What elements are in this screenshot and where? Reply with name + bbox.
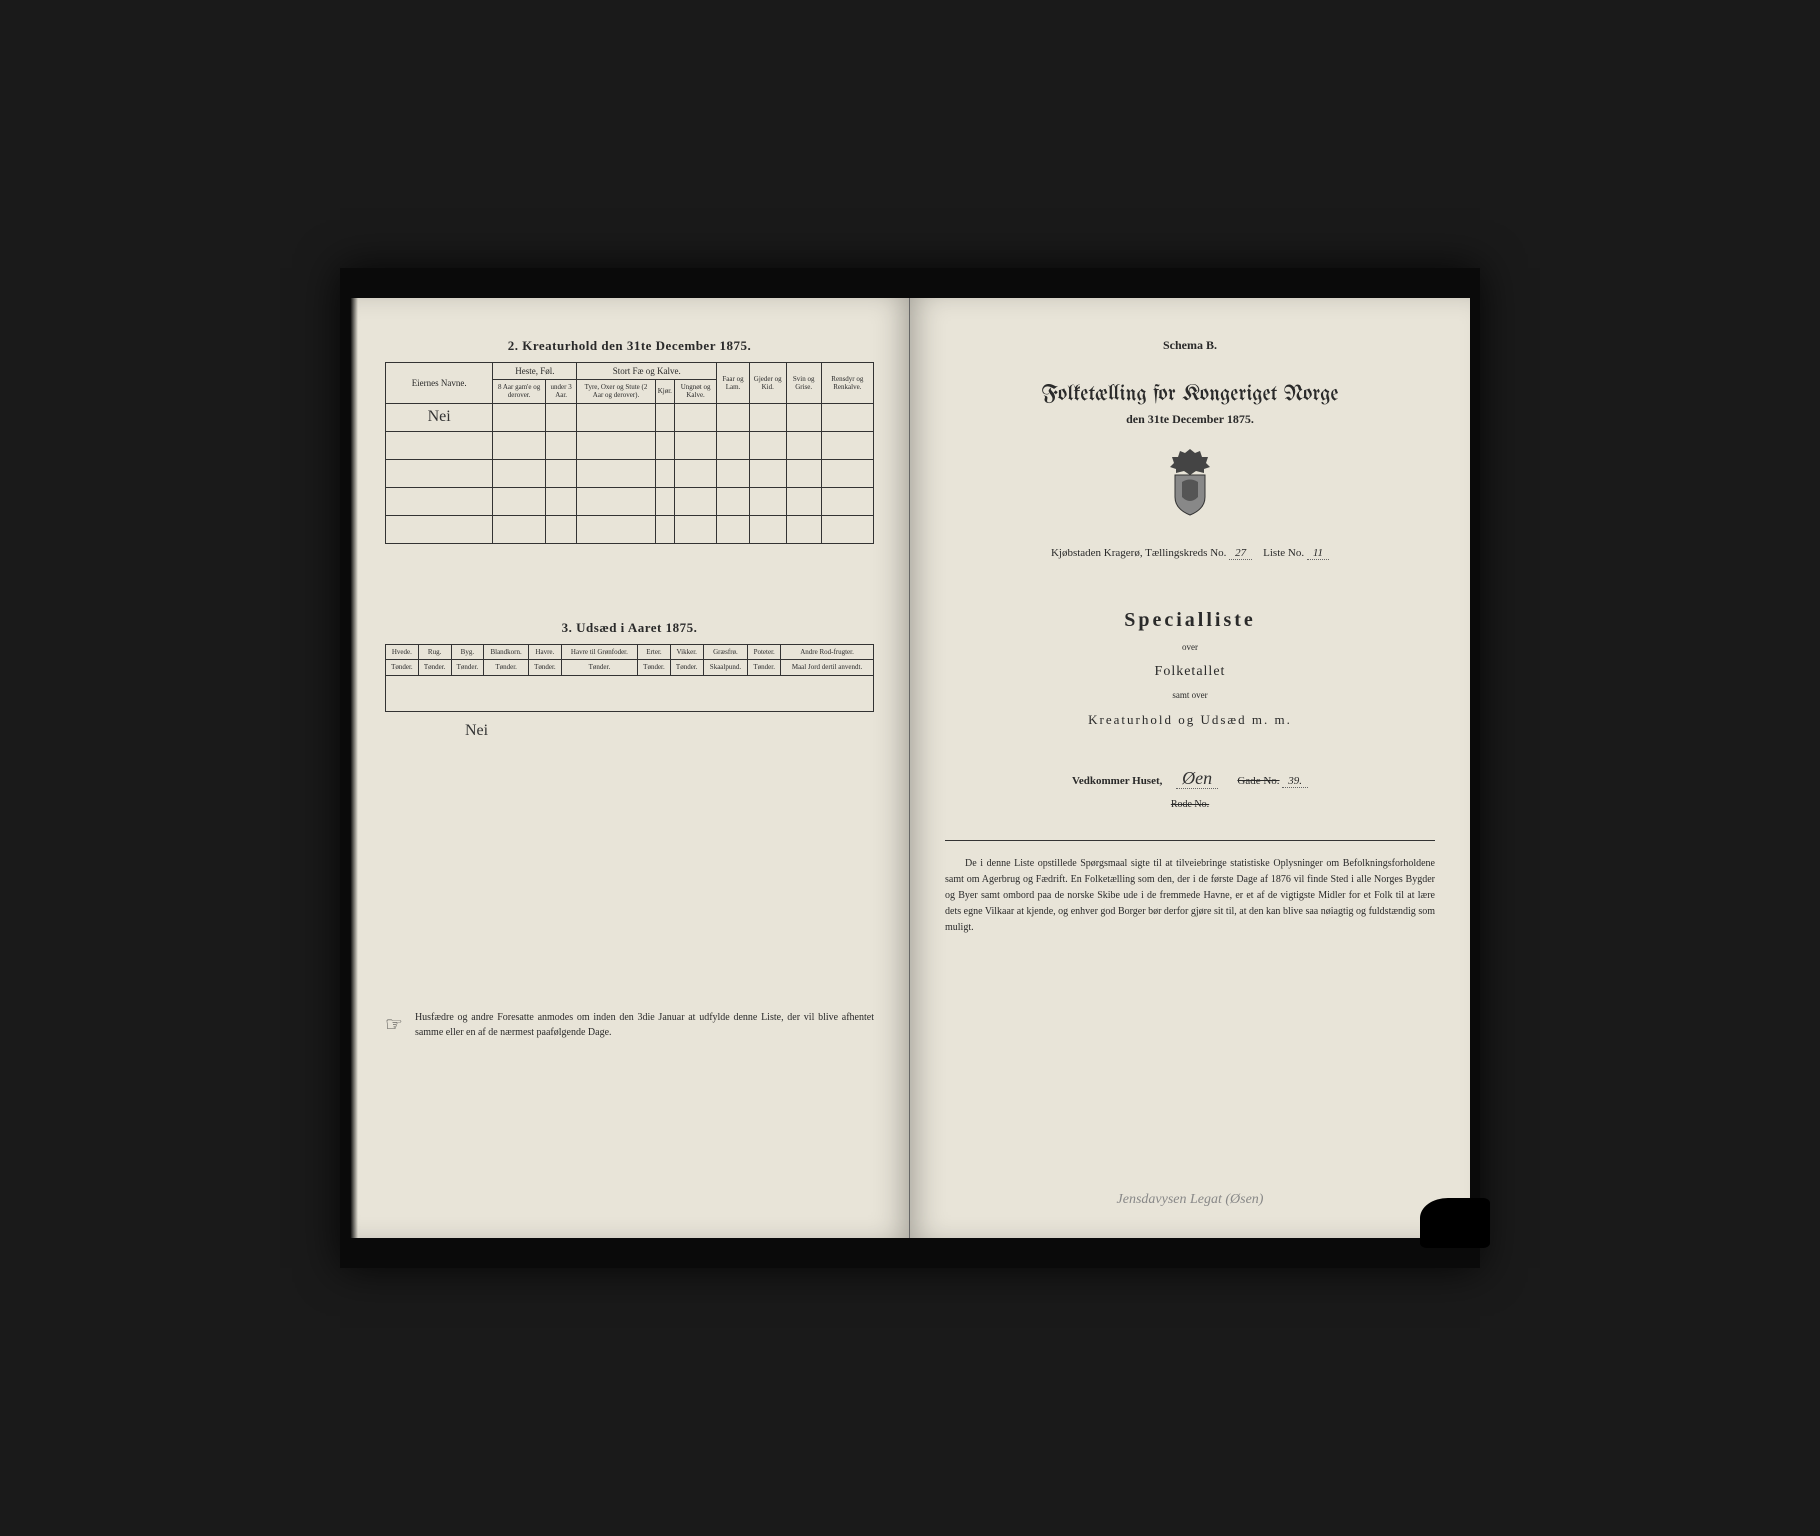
t3-unit: Tønder. [386,660,419,675]
main-title: Folketælling for Kongeriget Norge [945,383,1435,406]
location-line: Kjøbstaden Kragerø, Tællingskreds No. 27… [945,547,1435,559]
t3-header: Andre Rod-frugter. [781,644,874,659]
divider-rule [945,840,1435,841]
col-heste-1: 8 Aar gam'e og derover. [493,380,546,404]
book-spread: 2. Kreaturhold den 31te December 1875. E… [340,268,1480,1268]
col-svin: Svin og Grise. [786,363,821,404]
t3-header: Havre til Grønfoder. [561,644,637,659]
col-eiernes: Eiernes Navne. [386,363,493,404]
schema-label: Schema B. [945,338,1435,353]
kreaturhold-table: Eiernes Navne. Heste, Føl. Stort Fæ og K… [385,362,874,544]
over-label: over [945,642,1435,652]
t3-header: Rug. [418,644,451,659]
t3-header: Vikker. [670,644,703,659]
specialliste-title: Specialliste [945,609,1435,632]
col-heste: Heste, Føl. [493,363,577,380]
corner-artifact [1420,1198,1490,1248]
col-rensdyr: Rensdyr og Renkalve. [821,363,873,404]
footnote-text: Husfædre og andre Foresatte anmodes om i… [415,1010,874,1040]
t3-unit: Tønder. [528,660,561,675]
table2-name-cell: Nei [386,403,493,431]
liste-label: Liste No. [1263,547,1304,559]
t3-unit: Tønder. [748,660,781,675]
section3-title: 3. Udsæd i Aaret 1875. [385,620,874,636]
gade-no: 39. [1282,775,1308,788]
rode-label: Rode No. [1171,799,1209,810]
section2-title: 2. Kreaturhold den 31te December 1875. [385,338,874,354]
coat-of-arms-icon [945,447,1435,522]
bottom-paragraph: De i denne Liste opstillede Spørgsmaal s… [945,856,1435,936]
footnote: ☞ Husfædre og andre Foresatte anmodes om… [385,1010,874,1040]
t3-header: Blandkorn. [484,644,529,659]
t3-header: Poteter. [748,644,781,659]
liste-no: 11 [1307,547,1329,560]
gade-label: Gade No. [1237,775,1279,787]
t3-unit: Tønder. [638,660,671,675]
t3-unit: Tønder. [418,660,451,675]
table2-value: Nei [428,408,451,425]
kreatur-label: Kreaturhold og Udsæd m. m. [945,712,1435,728]
t3-unit: Tønder. [561,660,637,675]
col-faar: Faar og Lam. [717,363,750,404]
kreds-no: 27 [1229,547,1252,560]
samt-over-label: samt over [945,690,1435,700]
spine-shadow [350,298,358,1238]
table3-value: Nei [465,722,874,740]
rode-line: Rode No. [945,799,1435,810]
left-page: 2. Kreaturhold den 31te December 1875. E… [350,298,910,1238]
col-fae-1: Tyre, Oxer og Stute (2 Aar og derover). [577,380,655,404]
t3-header: Erter. [638,644,671,659]
pointing-hand-icon: ☞ [385,1010,403,1040]
folketallet-label: Folketallet [945,664,1435,680]
vedkommer-value: Øen [1176,768,1218,789]
bottom-handwriting: Jensdavysen Legat (Øsen) [910,1192,1470,1208]
right-page: Schema B. Folketælling for Kongeriget No… [910,298,1470,1238]
udsaed-table: Hvede.Rug.Byg.Blandkorn.Havre.Havre til … [385,644,874,712]
col-fae-3: Ungnøt og Kalve. [674,380,716,404]
t3-header: Havre. [528,644,561,659]
location-prefix: Kjøbstaden Kragerø, Tællingskreds No. [1051,547,1226,559]
t3-header: Hvede. [386,644,419,659]
t3-unit: Tønder. [451,660,484,675]
t3-unit: Maal Jord dertil anvendt. [781,660,874,675]
col-gjeder: Gjeder og Kid. [749,363,786,404]
t3-header: Græsfrø. [703,644,748,659]
vedkommer-line: Vedkommer Huset, Øen Gade No. 39. [945,768,1435,789]
col-fae-2: Kjør. [655,380,674,404]
t3-header: Byg. [451,644,484,659]
vedkommer-label: Vedkommer Huset, [1072,775,1162,787]
t3-unit: Tønder. [670,660,703,675]
t3-unit: Tønder. [484,660,529,675]
col-heste-2: under 3 Aar. [545,380,576,404]
col-fae: Stort Fæ og Kalve. [577,363,717,380]
t3-unit: Skaalpund. [703,660,748,675]
subtitle: den 31te December 1875. [945,412,1435,427]
